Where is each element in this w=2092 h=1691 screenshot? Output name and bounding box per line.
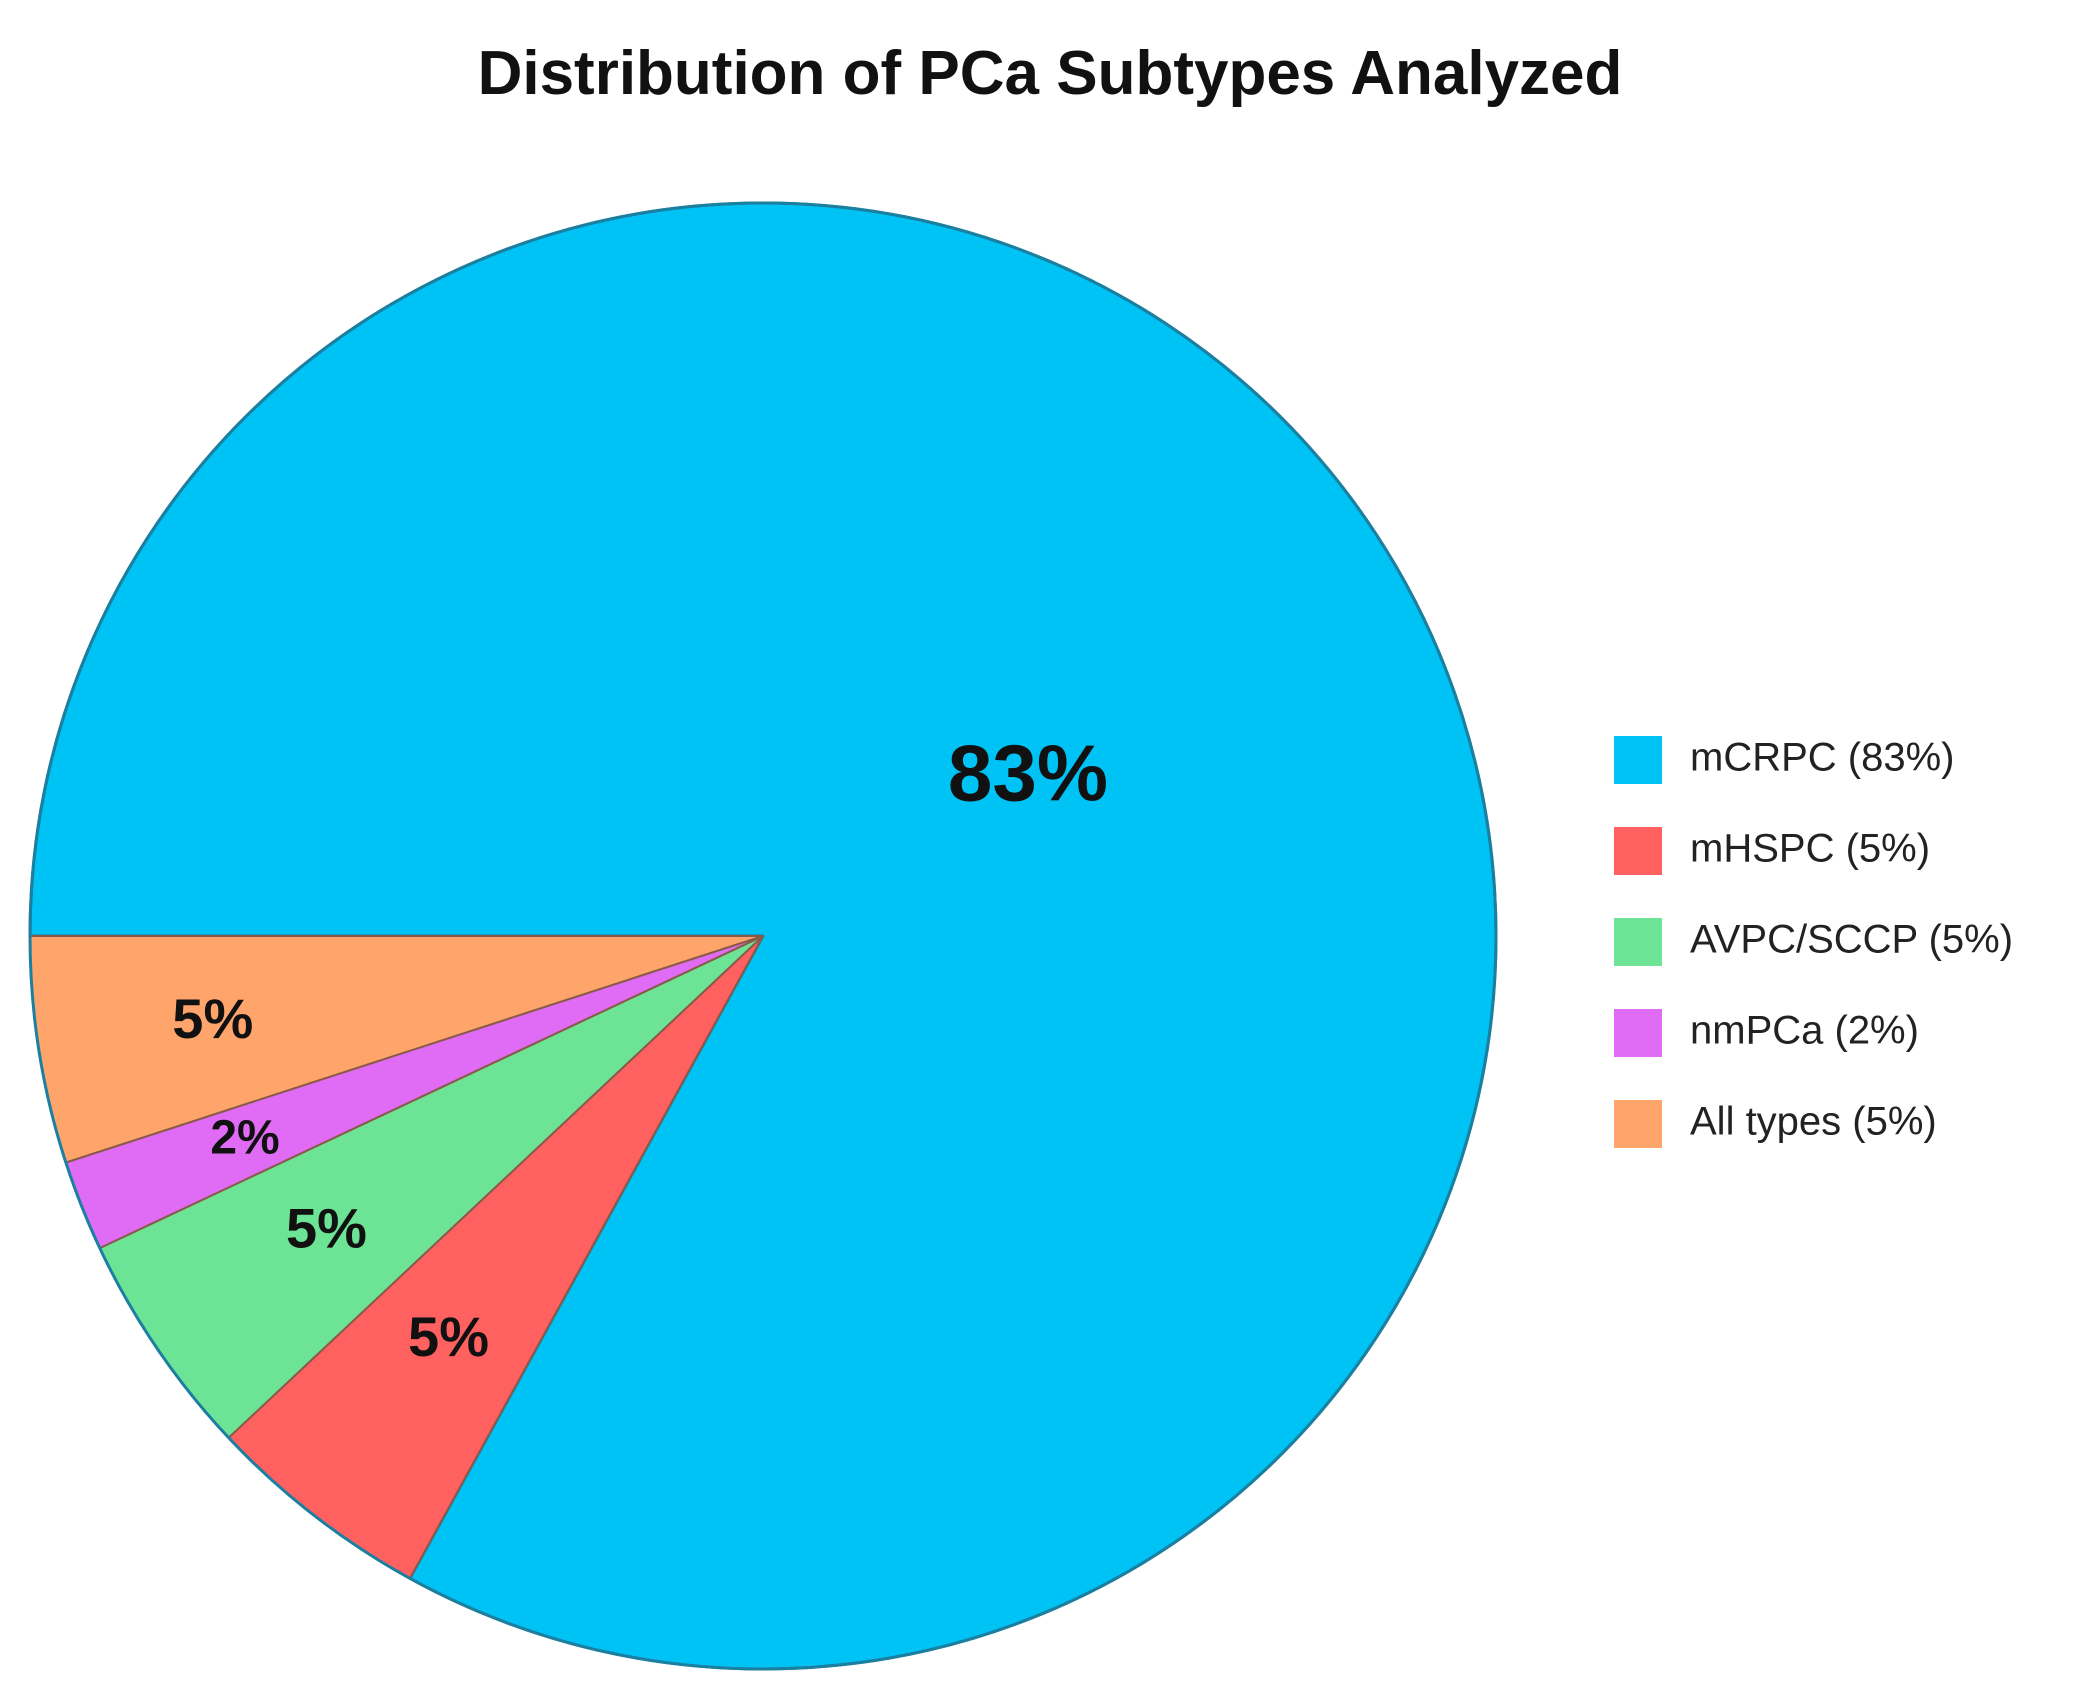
legend-label: All types (5%) (1690, 1100, 1937, 1144)
pie-slice-label: 5% (408, 1305, 489, 1368)
pie-slice-label: 83% (948, 728, 1108, 817)
chart-title: Distribution of PCa Subtypes Analyzed (478, 39, 1623, 108)
pie-slice-label: 5% (172, 987, 253, 1050)
legend: mCRPC (83%) mHSPC (5%) AVPC/SCCP (5%) nmPCa… (1614, 736, 2013, 1148)
pie-slices (28, 201, 1498, 1671)
pie-slice-label: 5% (286, 1196, 367, 1259)
pie-slice-labels: 83%5%5%2%5% (172, 728, 1108, 1368)
legend-swatch (1614, 827, 1662, 875)
legend-label: nmPCa (2%) (1690, 1009, 1919, 1053)
legend-label: mCRPC (83%) (1690, 736, 1954, 780)
legend-swatch (1614, 918, 1662, 966)
legend-swatch (1614, 1100, 1662, 1148)
legend-label: mHSPC (5%) (1690, 827, 1930, 871)
legend-label: AVPC/SCCP (5%) (1690, 918, 2013, 962)
pie-outline (28, 201, 1498, 1671)
pie-slice-label: 2% (210, 1112, 279, 1165)
legend-swatch (1614, 1009, 1662, 1057)
legend-swatch (1614, 736, 1662, 784)
